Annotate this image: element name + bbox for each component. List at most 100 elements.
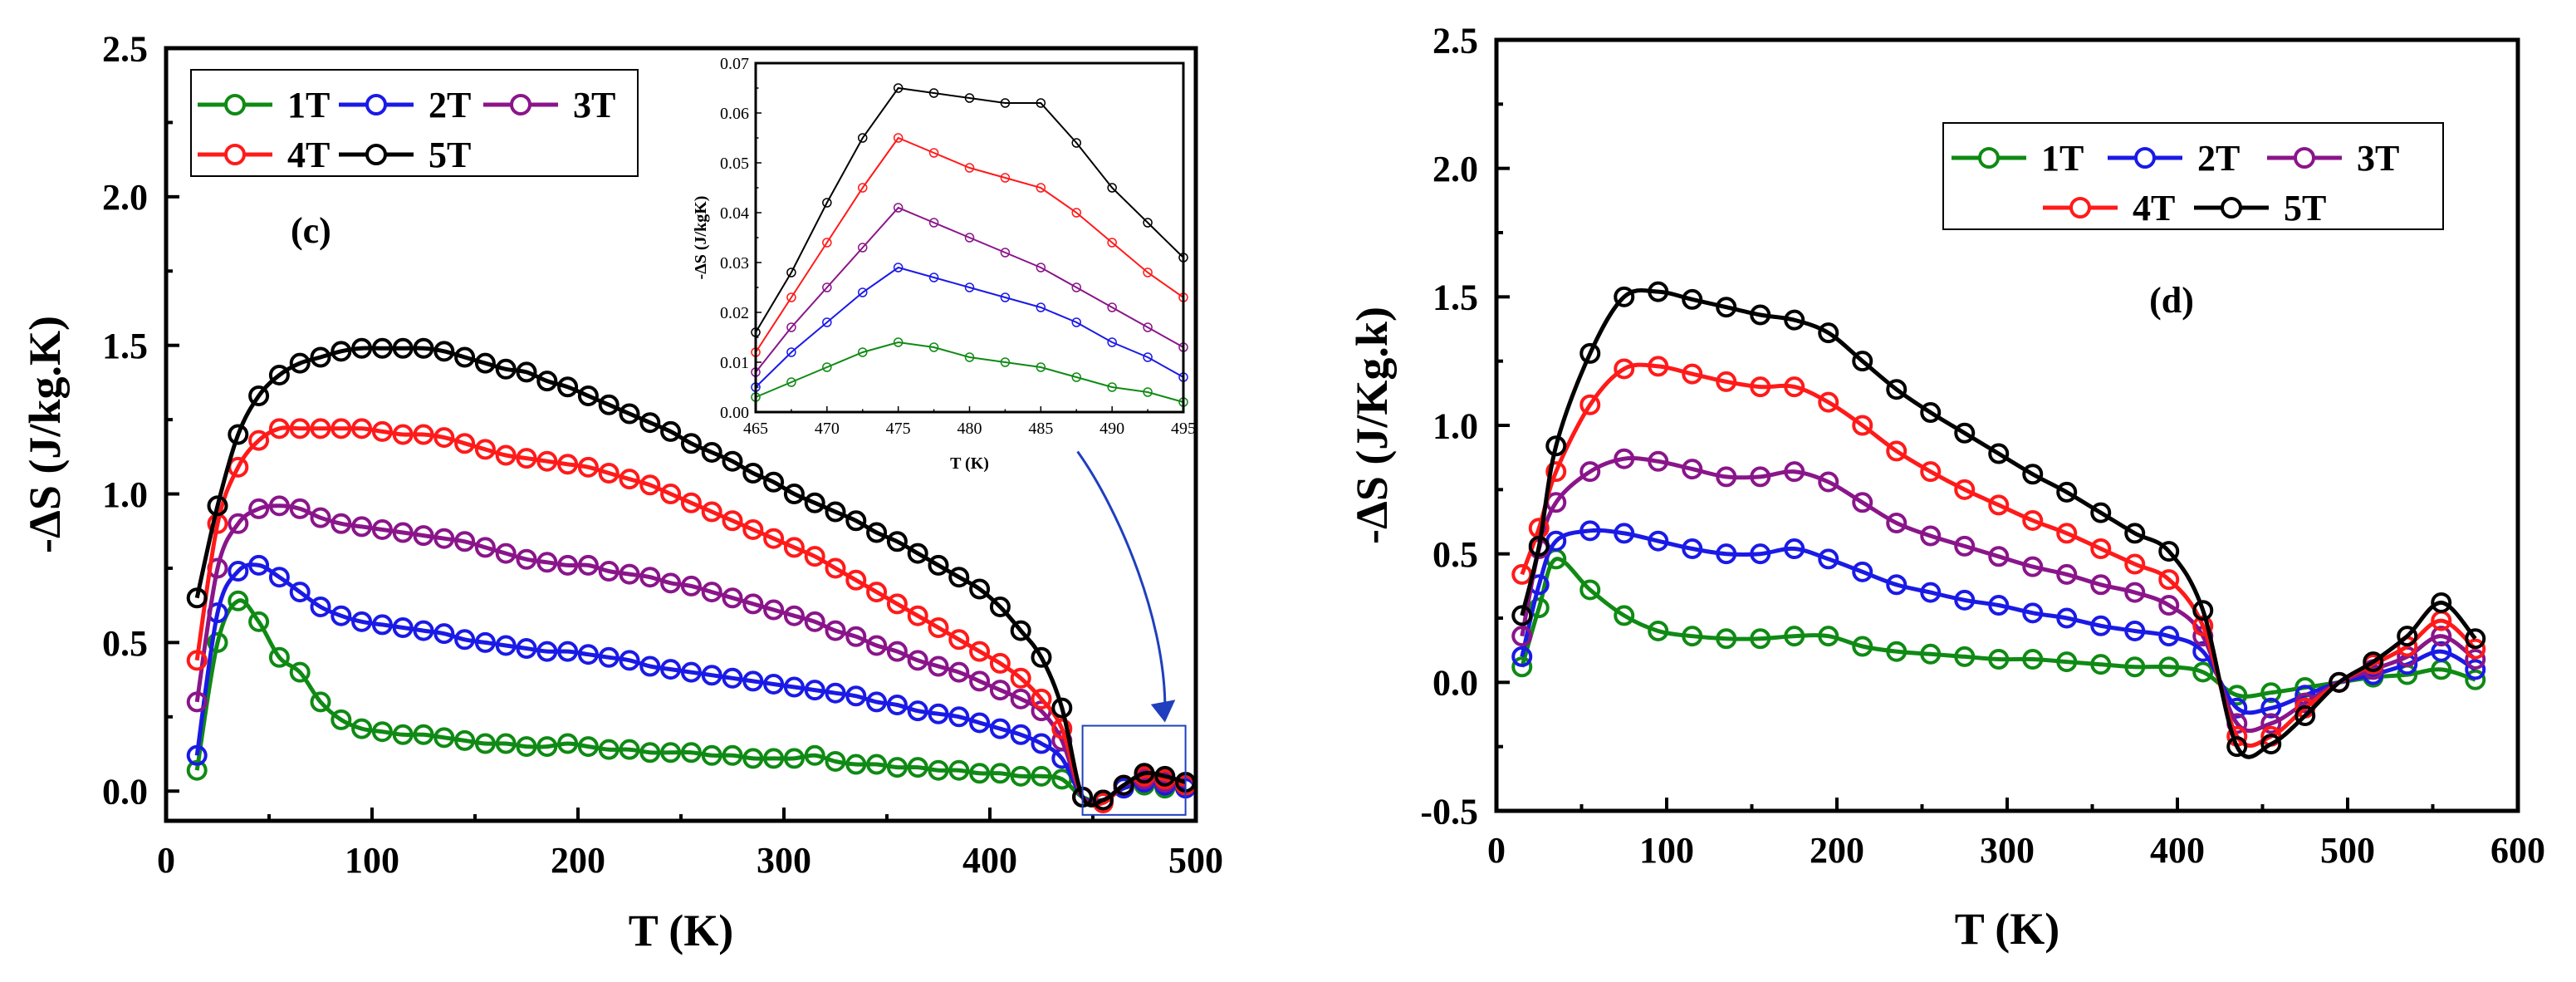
data-point-3T-470 xyxy=(822,282,832,292)
data-point-1T-165 xyxy=(495,733,517,754)
data-point-4T-415 xyxy=(1010,667,1031,689)
data-point-1T-45 xyxy=(248,611,270,632)
data-point-3T-175 xyxy=(516,548,537,570)
data-point-4T-15 xyxy=(1511,563,1533,585)
data-point-1T-195 xyxy=(557,733,579,754)
series-line-2T xyxy=(194,562,1186,804)
data-point-4T-185 xyxy=(536,450,558,472)
data-point-2T-245 xyxy=(660,659,682,680)
data-point-3T-492.5 xyxy=(1143,322,1153,332)
data-point-2T-105 xyxy=(371,614,393,636)
x-tick-label: 100 xyxy=(345,840,399,881)
data-point-2T-175 xyxy=(1784,538,1805,559)
data-point-1T-75 xyxy=(1614,605,1635,626)
data-point-4T-345 xyxy=(866,582,888,603)
data-point-4T-135 xyxy=(1716,371,1737,392)
data-point-5T-515 xyxy=(2363,651,2384,673)
data-point-3T-75 xyxy=(1614,448,1635,469)
data-point-2T-145 xyxy=(454,629,476,651)
y-tick-label: 1.0 xyxy=(102,474,148,515)
legend-marker-3T xyxy=(2294,147,2315,169)
data-point-2T-295 xyxy=(763,673,785,695)
data-point-4T-175 xyxy=(1784,376,1805,398)
legend-marker-4T xyxy=(2069,197,2091,218)
series-line-3T xyxy=(755,206,1184,373)
legend-label-5T: 5T xyxy=(429,135,471,175)
data-point-4T-155 xyxy=(1750,376,1771,398)
data-point-1T-205 xyxy=(577,736,599,758)
data-point-5T-55 xyxy=(268,364,290,385)
data-point-1T-335 xyxy=(845,754,867,775)
data-point-1T-135 xyxy=(433,727,455,749)
legend-marker-5T xyxy=(365,144,387,165)
data-point-4T-255 xyxy=(680,492,702,513)
data-point-1T-492.5 xyxy=(1143,387,1153,397)
data-point-2T-335 xyxy=(2056,607,2078,629)
data-point-1T-235 xyxy=(639,742,661,764)
data-point-3T-105 xyxy=(371,518,393,540)
data-point-1T-195 xyxy=(1818,626,1839,647)
data-point-1T-95 xyxy=(1648,620,1669,641)
data-point-2T-355 xyxy=(2090,615,2112,636)
legend-label-4T: 4T xyxy=(287,135,330,175)
data-point-4T-35 xyxy=(1545,461,1567,483)
data-point-3T-45 xyxy=(248,498,270,519)
data-point-1T-405 xyxy=(989,763,1011,784)
data-point-5T-135 xyxy=(433,341,455,362)
data-point-4T-235 xyxy=(1886,440,1908,462)
legend-label-2T: 2T xyxy=(2197,138,2240,179)
data-point-1T-477.5 xyxy=(928,342,939,352)
data-point-1T-155 xyxy=(1750,628,1771,650)
data-point-2T-55 xyxy=(1579,520,1601,542)
data-point-1T-480 xyxy=(964,352,975,362)
data-point-5T-135 xyxy=(1716,297,1737,318)
data-point-5T-455 xyxy=(2260,734,2282,755)
data-point-3T-385 xyxy=(948,661,970,683)
x-tick-label: 100 xyxy=(1639,830,1694,871)
data-point-2T-385 xyxy=(948,706,970,728)
data-point-5T-555 xyxy=(2431,592,2452,613)
legend-marker-2T xyxy=(2134,147,2156,169)
data-point-4T-85 xyxy=(331,418,352,439)
data-point-1T-25 xyxy=(1528,597,1550,619)
data-point-2T-375 xyxy=(2124,620,2146,641)
data-point-1T-305 xyxy=(783,748,805,769)
y-tick-label: 0.05 xyxy=(720,155,749,173)
x-tick-label: 400 xyxy=(962,840,1017,881)
data-point-5T-575 xyxy=(2465,628,2486,650)
data-point-5T-15 xyxy=(1511,605,1533,626)
y-tick-label: 0.0 xyxy=(1432,663,1478,704)
data-point-5T-235 xyxy=(639,412,661,434)
data-point-5T-55 xyxy=(1579,342,1601,364)
data-point-3T-255 xyxy=(680,575,702,597)
data-point-4T-487.5 xyxy=(1071,208,1081,218)
data-point-4T-467.5 xyxy=(786,292,796,302)
data-point-2T-75 xyxy=(310,596,331,617)
data-point-3T-95 xyxy=(351,516,373,538)
data-point-3T-405 xyxy=(989,680,1011,701)
data-point-4T-472.5 xyxy=(858,183,868,193)
data-point-4T-15 xyxy=(186,650,208,671)
data-point-1T-75 xyxy=(310,691,331,713)
data-point-1T-325 xyxy=(825,750,846,772)
data-point-1T-375 xyxy=(2124,656,2146,678)
data-point-1T-490 xyxy=(1107,382,1117,392)
data-point-3T-315 xyxy=(804,611,825,632)
data-point-3T-345 xyxy=(866,635,888,656)
legend-marker-4T xyxy=(224,144,246,165)
data-point-4T-492.5 xyxy=(1143,268,1153,277)
data-point-3T-55 xyxy=(268,495,290,517)
legend-box xyxy=(190,69,639,177)
data-point-4T-155 xyxy=(474,439,496,460)
data-point-3T-215 xyxy=(1852,492,1873,513)
data-point-5T-195 xyxy=(1818,322,1839,344)
legend-box xyxy=(1942,122,2444,230)
data-point-5T-285 xyxy=(742,463,764,484)
data-point-5T-315 xyxy=(2022,464,2044,485)
legend-label-5T: 5T xyxy=(2284,188,2326,228)
data-point-4T-295 xyxy=(763,528,785,549)
y-tick-label: 1.0 xyxy=(1432,405,1478,446)
data-point-4T-575 xyxy=(2465,638,2486,660)
y-tick-label: 0.5 xyxy=(1432,534,1478,575)
data-point-3T-165 xyxy=(495,543,517,564)
